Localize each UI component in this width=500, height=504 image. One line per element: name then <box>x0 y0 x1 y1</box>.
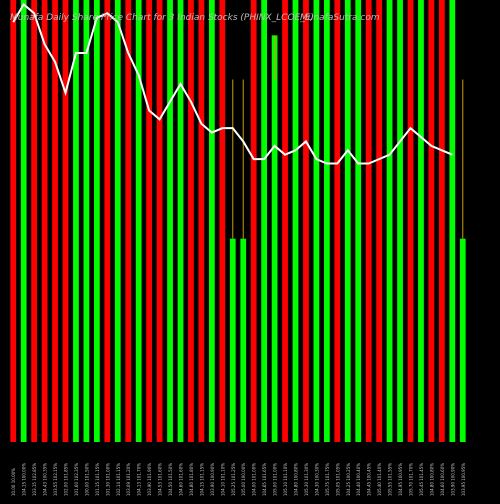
x-tick-label: 101.15 101.15% <box>95 463 100 496</box>
bar <box>376 0 383 442</box>
x-tick-label: 105.30 101.30% <box>304 463 309 496</box>
bar <box>386 0 393 442</box>
bars-layer <box>10 0 466 443</box>
bar <box>449 0 456 442</box>
chart-title: Munafa Daily Share Price Chart for 3 Ind… <box>10 13 314 23</box>
x-tick-label: 103.95 100.95% <box>461 463 466 496</box>
bar <box>198 0 205 442</box>
x-tick-label: 104.60 100.60% <box>440 463 445 496</box>
x-tick-label: 105.55 101.55% <box>388 463 393 496</box>
bar <box>62 0 69 442</box>
bar <box>292 0 299 442</box>
x-tick-label: 104.43 100.35% <box>43 463 48 496</box>
bar <box>229 238 236 442</box>
bar <box>135 0 142 442</box>
bar <box>188 0 194 442</box>
x-tick-label: 104.50 101.50% <box>168 463 173 496</box>
bar <box>355 0 362 442</box>
price-line-layer <box>12 2 453 165</box>
bar <box>261 0 268 442</box>
x-tick-label: 104.15 100.00% <box>22 463 27 496</box>
x-tick-label: 105.40 101.40% <box>377 463 382 496</box>
x-tick-label: 101.30 101.00% <box>105 463 110 496</box>
x-tick-label: 103.09 101.20% <box>126 463 131 496</box>
bar <box>240 238 247 442</box>
x-tick-label: 104.00 101.00% <box>252 463 257 496</box>
x-tick-label: 100.00 101.50% <box>84 463 89 496</box>
bar <box>20 0 27 442</box>
x-tick-label: 101.60 102.35% <box>74 463 79 496</box>
x-tick-label: 104.40 100.40% <box>356 463 361 496</box>
bar <box>303 0 309 442</box>
x-tick-label: 10.00 10.00% <box>11 468 16 496</box>
bar <box>146 0 153 442</box>
x-tick-label: 104.25 100.25% <box>346 463 351 496</box>
x-tick-label: 104.53 101.60% <box>158 463 163 496</box>
bar <box>31 0 38 442</box>
bar <box>313 0 320 442</box>
bar <box>219 0 226 442</box>
x-tick-label: 103.90 100.90% <box>210 463 215 496</box>
bar <box>282 0 288 442</box>
x-tick-label: 104.30 100.30% <box>314 463 319 496</box>
x-tick-label: 103.55 102.15% <box>53 463 58 496</box>
bar <box>459 238 466 442</box>
bar <box>250 0 257 442</box>
x-tick-label: 103.90 101.90% <box>147 463 152 496</box>
x-tick-label: 104.60 101.60% <box>179 463 184 496</box>
x-tick-label: 103.90 100.90% <box>450 463 455 496</box>
x-tick-label: 102.14 101.15% <box>116 463 121 496</box>
bar <box>365 0 372 442</box>
x-tick-label: 105.70 101.70% <box>409 463 414 496</box>
bar <box>52 0 58 442</box>
bar <box>323 0 330 442</box>
bar <box>334 0 341 442</box>
bar <box>156 0 163 442</box>
bar <box>407 0 414 442</box>
bar <box>125 0 132 442</box>
x-tick-labels-layer: 10.00 10.00% 104.15 100.00% 103.15 102.85%… <box>11 463 466 496</box>
x-tick-label: 104.80 101.80% <box>189 463 194 496</box>
bar <box>73 0 79 442</box>
x-tick-label: 105.75 101.75% <box>325 463 330 496</box>
bar <box>397 0 403 442</box>
bar <box>167 0 173 442</box>
x-tick-label: 105.00 101.00% <box>273 463 278 496</box>
bar <box>41 0 48 442</box>
bar <box>428 0 435 442</box>
bar <box>83 0 90 442</box>
bar <box>10 0 17 442</box>
x-tick-label: 104.15 101.15% <box>199 463 204 496</box>
x-tick-label: 105.45 101.45% <box>419 463 424 496</box>
x-tick-label: 105.00 100.00% <box>241 463 246 496</box>
x-tick-label: 104.13 101.70% <box>137 463 142 496</box>
x-tick-label: 104.80 100.80% <box>429 463 434 496</box>
bar <box>104 0 111 442</box>
x-tick-label: 103.15 102.85% <box>32 463 37 496</box>
bar <box>271 35 278 443</box>
chart-watermark: MunafaSutra.com <box>300 13 380 23</box>
x-tick-label: 104.95 100.95% <box>398 463 403 496</box>
x-tick-label: 105.05 101.05% <box>335 463 340 496</box>
x-tick-label: 102.00 101.85% <box>64 463 69 496</box>
bar <box>93 0 100 442</box>
x-tick-label: 104.80 100.80% <box>294 463 299 496</box>
bar <box>418 0 424 442</box>
price-line <box>12 2 453 165</box>
bar <box>438 0 445 442</box>
x-tick-label: 105.10 101.10% <box>283 463 288 496</box>
x-tick-label: 104.45 100.45% <box>367 463 372 496</box>
bar <box>344 0 351 442</box>
bar <box>208 0 215 442</box>
x-tick-label: 104.10 101.10% <box>220 463 225 496</box>
x-tick-label: 104.65 101.65% <box>262 463 267 496</box>
bar <box>177 0 184 442</box>
bar <box>114 0 121 442</box>
x-tick-label: 105.25 101.25% <box>231 463 236 496</box>
